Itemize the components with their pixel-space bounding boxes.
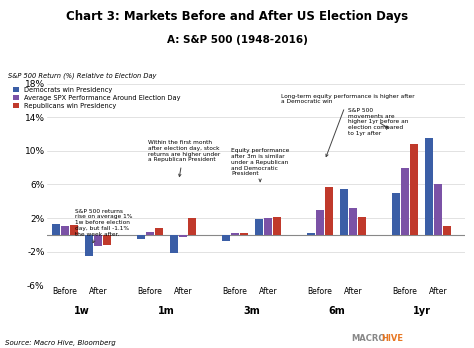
Bar [70,225,78,235]
Text: Equity performance
after 3m is similar
under a Republican
and Democratic
Preside: Equity performance after 3m is similar u… [231,148,289,182]
Text: S&P 500 Return (%) Relative to Election Day: S&P 500 Return (%) Relative to Election … [8,73,156,79]
Text: 3m: 3m [243,306,260,316]
Text: HIVE: HIVE [382,334,403,343]
Bar [340,189,348,235]
Text: 6m: 6m [328,306,345,316]
Bar [146,232,154,235]
Text: 1yr: 1yr [412,306,430,316]
Text: S&P 500
movements are
higher 1yr before an
election compared
to 1yr after: S&P 500 movements are higher 1yr before … [348,108,408,136]
Bar [188,218,196,235]
Bar [179,235,187,237]
Text: MACRO: MACRO [351,334,385,343]
Bar [392,193,401,235]
Bar [52,224,60,235]
Bar [358,217,366,235]
Bar [443,227,451,235]
Bar [273,217,281,235]
Bar [325,187,333,235]
Bar [425,138,433,235]
Bar [255,219,263,235]
Bar [170,235,178,253]
Bar [103,235,111,245]
Bar [155,228,163,235]
Bar [240,233,248,235]
Text: A: S&P 500 (1948-2016): A: S&P 500 (1948-2016) [166,35,308,45]
Bar [94,235,102,246]
Legend: Democrats win Presidency, Average SPX Performance Around Election Day, Republica: Democrats win Presidency, Average SPX Pe… [13,87,181,109]
Text: Within the first month
after election day, stock
returns are higher under
a Repu: Within the first month after election da… [147,140,220,176]
Bar [264,218,272,235]
Bar [307,233,315,235]
Bar [434,184,442,235]
Bar [410,144,418,235]
Bar [401,168,409,235]
Bar [61,226,69,235]
Bar [222,235,230,241]
Bar [137,235,146,239]
Text: Chart 3: Markets Before and After US Election Days: Chart 3: Markets Before and After US Ele… [66,10,408,23]
Text: 1w: 1w [73,306,90,316]
Text: Source: Macro Hive, Bloomberg: Source: Macro Hive, Bloomberg [5,340,116,346]
Bar [316,209,324,235]
Bar [349,208,357,235]
Text: Long-term equity performance is higher after
a Democratic win: Long-term equity performance is higher a… [281,94,415,157]
Bar [85,235,93,256]
Text: S&P 500 returns
rise on average 1%
1w before election
day, but fall -1.1%
the we: S&P 500 returns rise on average 1% 1w be… [74,209,132,243]
Text: 1m: 1m [158,306,175,316]
Bar [231,233,239,235]
